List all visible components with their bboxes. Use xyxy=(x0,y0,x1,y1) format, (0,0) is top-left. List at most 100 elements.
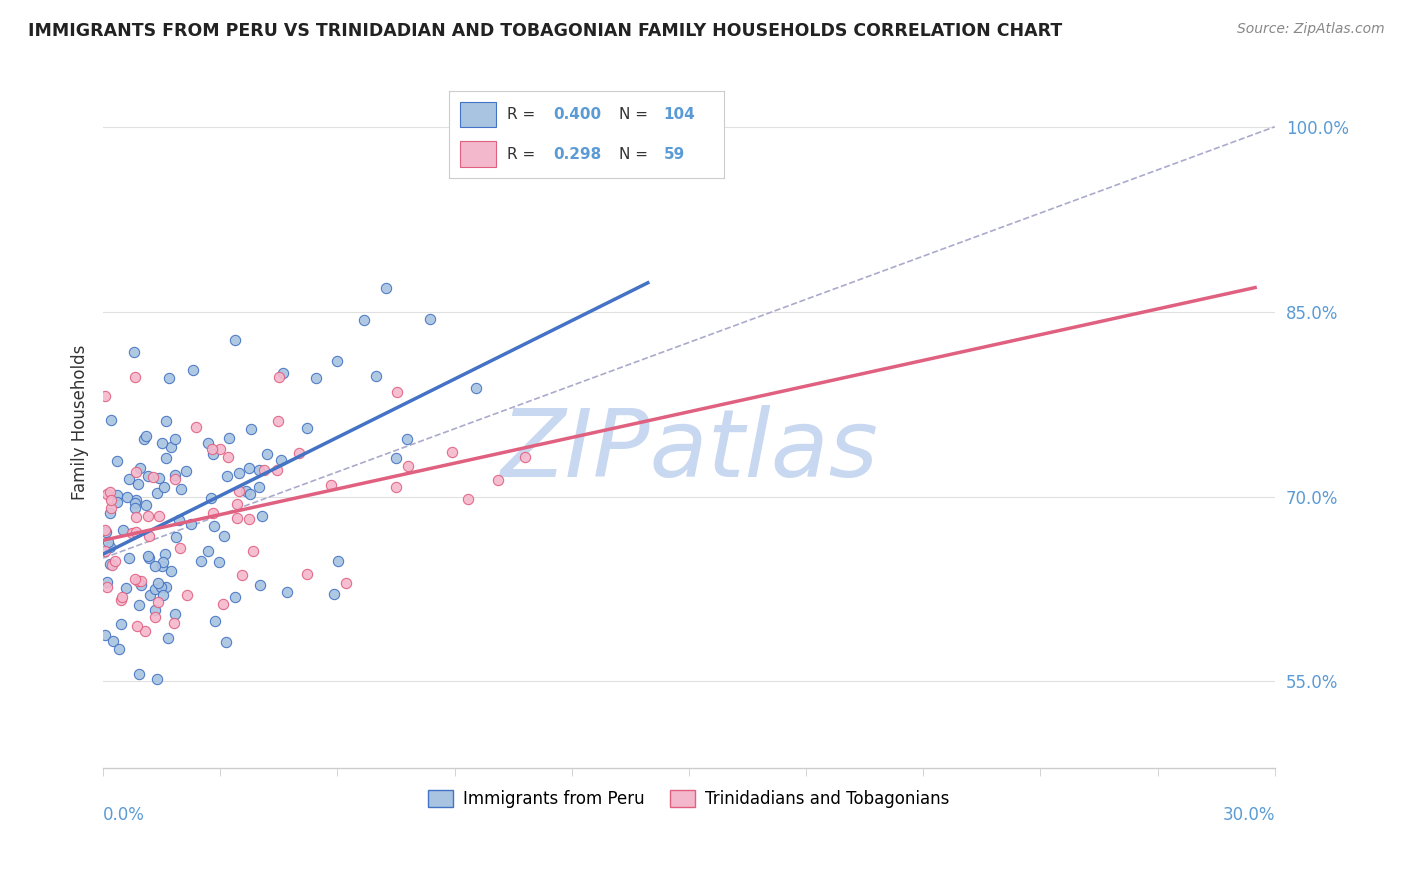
Point xyxy=(396,459,419,474)
Point xyxy=(152,589,174,603)
Point xyxy=(124,370,146,384)
Point xyxy=(94,523,117,537)
Point xyxy=(153,480,176,494)
Point xyxy=(150,559,173,574)
Point xyxy=(375,281,398,295)
Point xyxy=(201,447,224,461)
Point xyxy=(136,468,159,483)
Point xyxy=(239,486,262,500)
Point xyxy=(111,524,134,538)
Point xyxy=(267,414,290,428)
Text: 30.0%: 30.0% xyxy=(1222,805,1275,823)
Point xyxy=(366,369,388,384)
Point xyxy=(271,366,294,380)
Point xyxy=(121,526,143,541)
Point xyxy=(125,493,148,508)
Point xyxy=(155,580,177,594)
Point xyxy=(142,470,165,484)
Point xyxy=(269,369,291,384)
Point xyxy=(150,436,173,450)
Point xyxy=(118,551,141,566)
Point xyxy=(100,501,122,516)
Point xyxy=(105,454,128,468)
Point xyxy=(165,607,187,621)
Legend: Immigrants from Peru, Trinidadians and Tobagonians: Immigrants from Peru, Trinidadians and T… xyxy=(422,783,956,814)
Point xyxy=(97,535,120,549)
Text: ZIPatlas: ZIPatlas xyxy=(501,405,877,496)
Point xyxy=(225,511,247,525)
Point xyxy=(201,442,224,457)
Point xyxy=(238,512,260,526)
Point xyxy=(247,463,270,477)
Point xyxy=(143,610,166,624)
Text: 0.0%: 0.0% xyxy=(103,805,145,823)
Point xyxy=(152,555,174,569)
Point xyxy=(242,544,264,558)
Point xyxy=(157,631,180,645)
Point xyxy=(107,642,129,657)
Point xyxy=(180,516,202,531)
Point xyxy=(225,497,247,511)
Point xyxy=(215,635,238,649)
Point xyxy=(163,472,186,486)
Point xyxy=(235,483,257,498)
Point xyxy=(98,506,121,520)
Point xyxy=(239,422,262,436)
Point xyxy=(323,587,346,601)
Point xyxy=(249,578,271,592)
Point xyxy=(100,413,122,427)
Point xyxy=(122,344,145,359)
Point xyxy=(159,441,181,455)
Point xyxy=(200,491,222,505)
Point xyxy=(138,529,160,543)
Point xyxy=(256,447,278,461)
Point xyxy=(231,568,253,582)
Point xyxy=(157,370,180,384)
Point xyxy=(135,429,157,443)
Point xyxy=(186,420,208,434)
Point xyxy=(155,414,177,428)
Point xyxy=(167,513,190,527)
Point xyxy=(326,354,349,368)
Point xyxy=(100,540,122,554)
Point xyxy=(98,557,121,571)
Y-axis label: Family Households: Family Households xyxy=(72,345,89,500)
Point xyxy=(125,510,148,524)
Point xyxy=(104,553,127,567)
Point xyxy=(224,334,246,348)
Point xyxy=(125,525,148,540)
Point xyxy=(385,385,408,400)
Point xyxy=(464,381,486,395)
Point xyxy=(204,614,226,628)
Point xyxy=(134,624,156,639)
Point xyxy=(135,498,157,512)
Point xyxy=(190,554,212,568)
Point xyxy=(208,442,231,456)
Point xyxy=(218,431,240,445)
Point xyxy=(94,525,117,540)
Point xyxy=(212,597,235,611)
Point xyxy=(145,673,167,687)
Point xyxy=(247,480,270,494)
Point xyxy=(419,312,441,326)
Point xyxy=(115,490,138,504)
Point xyxy=(131,578,153,592)
Point xyxy=(395,432,418,446)
Point xyxy=(110,592,132,607)
Point xyxy=(270,452,292,467)
Point xyxy=(288,446,311,460)
Point xyxy=(295,567,318,582)
Point xyxy=(250,508,273,523)
Point xyxy=(94,389,117,403)
Point xyxy=(110,617,132,632)
Point xyxy=(153,547,176,561)
Point xyxy=(100,492,122,507)
Point xyxy=(136,549,159,563)
Point xyxy=(124,496,146,510)
Point xyxy=(94,628,117,642)
Point xyxy=(335,576,357,591)
Point xyxy=(197,435,219,450)
Point xyxy=(170,482,193,496)
Point xyxy=(127,574,149,588)
Point xyxy=(146,575,169,590)
